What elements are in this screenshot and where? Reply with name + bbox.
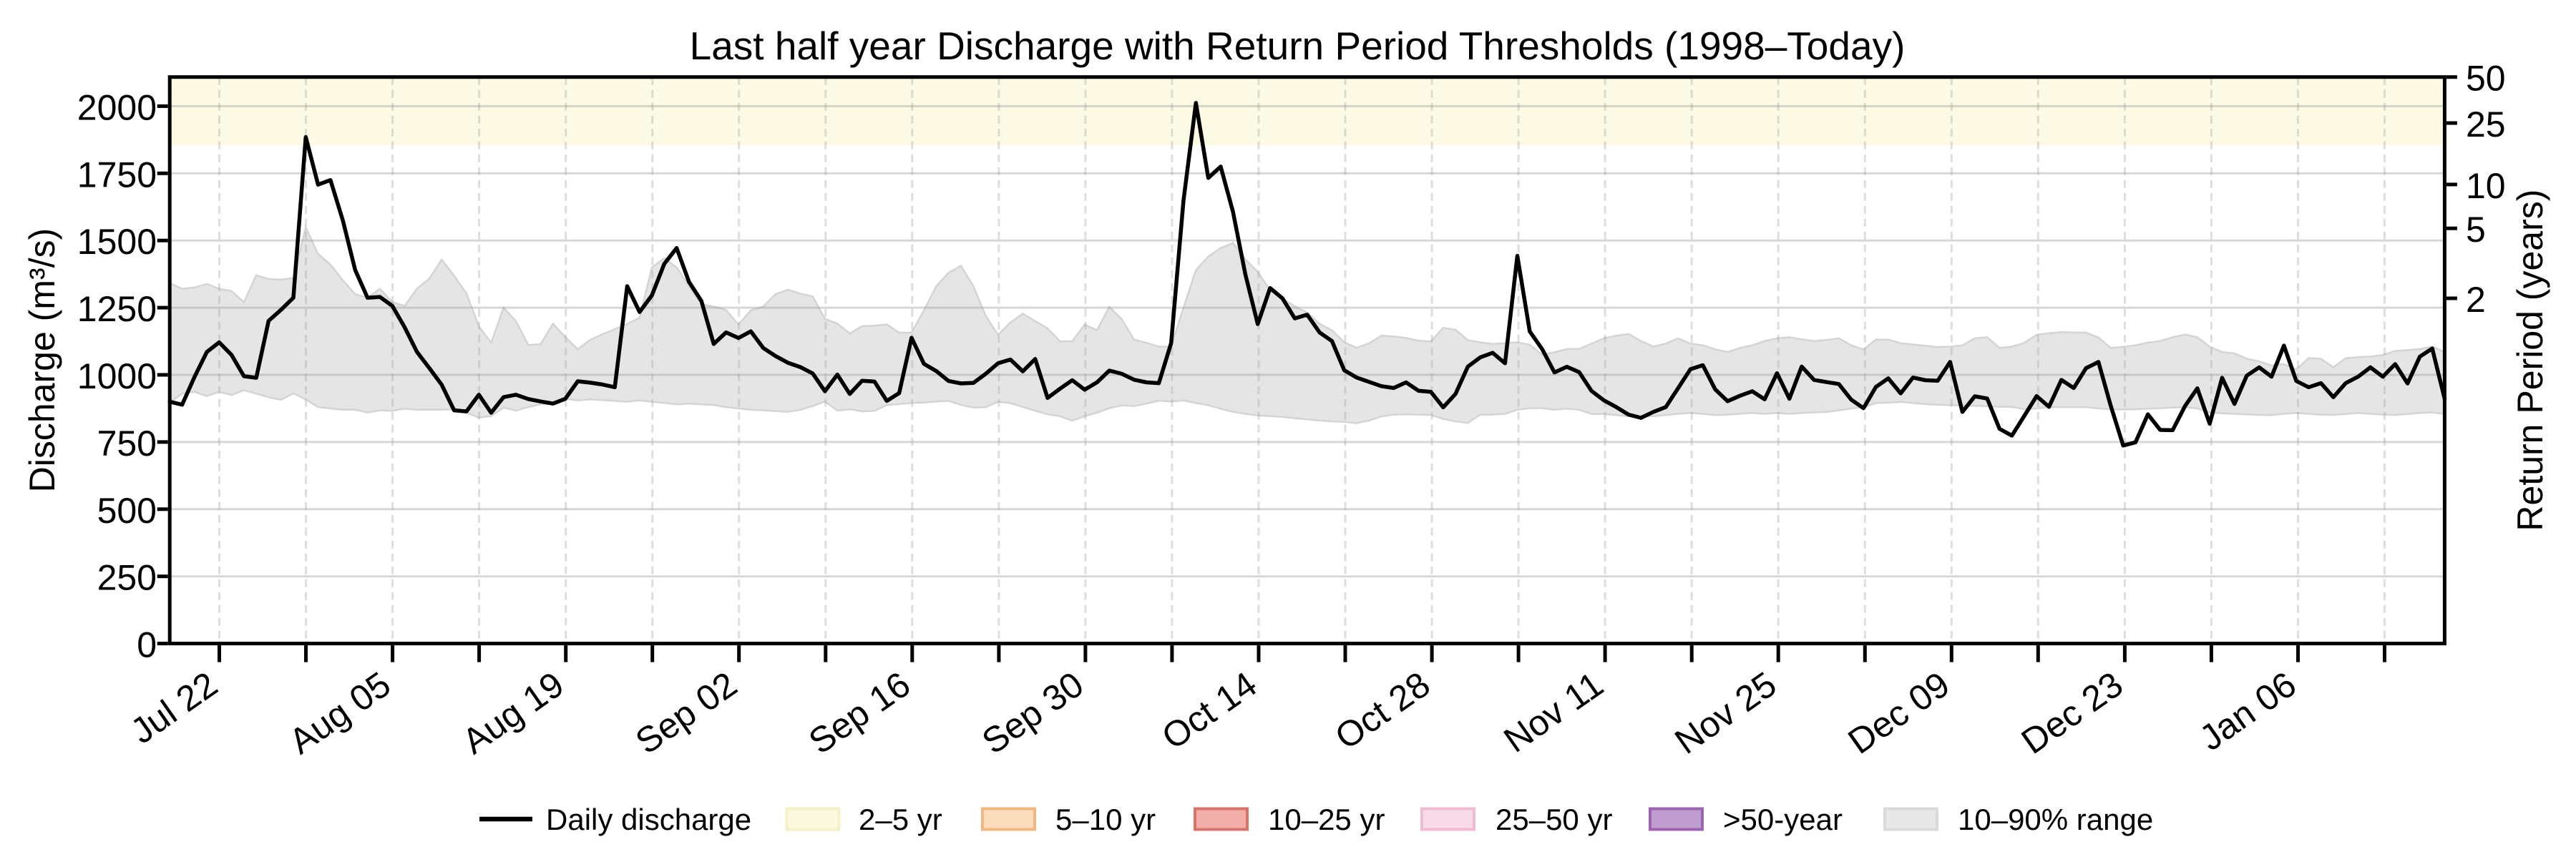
svg-text:250: 250 (97, 558, 157, 598)
svg-text:2000: 2000 (77, 87, 157, 127)
svg-text:0: 0 (137, 625, 157, 665)
svg-text:25: 25 (2466, 104, 2506, 145)
svg-text:Daily discharge: Daily discharge (546, 803, 751, 836)
svg-text:50: 50 (2466, 59, 2506, 99)
svg-text:5: 5 (2466, 210, 2486, 250)
svg-text:Last half year Discharge with: Last half year Discharge with Return Per… (690, 24, 1906, 68)
svg-text:500: 500 (97, 491, 157, 531)
svg-text:Return Period (years): Return Period (years) (2510, 190, 2550, 532)
svg-text:1250: 1250 (77, 289, 157, 329)
svg-text:25–50 yr: 25–50 yr (1496, 803, 1612, 836)
svg-text:10–90% range: 10–90% range (1958, 803, 2153, 836)
svg-text:2: 2 (2466, 280, 2486, 320)
svg-text:1000: 1000 (77, 356, 157, 396)
svg-text:750: 750 (97, 423, 157, 464)
svg-text:>50-year: >50-year (1723, 803, 1843, 836)
svg-text:Discharge (m³/s): Discharge (m³/s) (22, 228, 62, 492)
svg-text:1750: 1750 (77, 155, 157, 195)
svg-text:10: 10 (2466, 166, 2506, 206)
svg-text:1500: 1500 (77, 222, 157, 262)
svg-text:2–5 yr: 2–5 yr (859, 803, 942, 836)
svg-text:10–25 yr: 10–25 yr (1268, 803, 1385, 836)
svg-text:5–10 yr: 5–10 yr (1055, 803, 1156, 836)
